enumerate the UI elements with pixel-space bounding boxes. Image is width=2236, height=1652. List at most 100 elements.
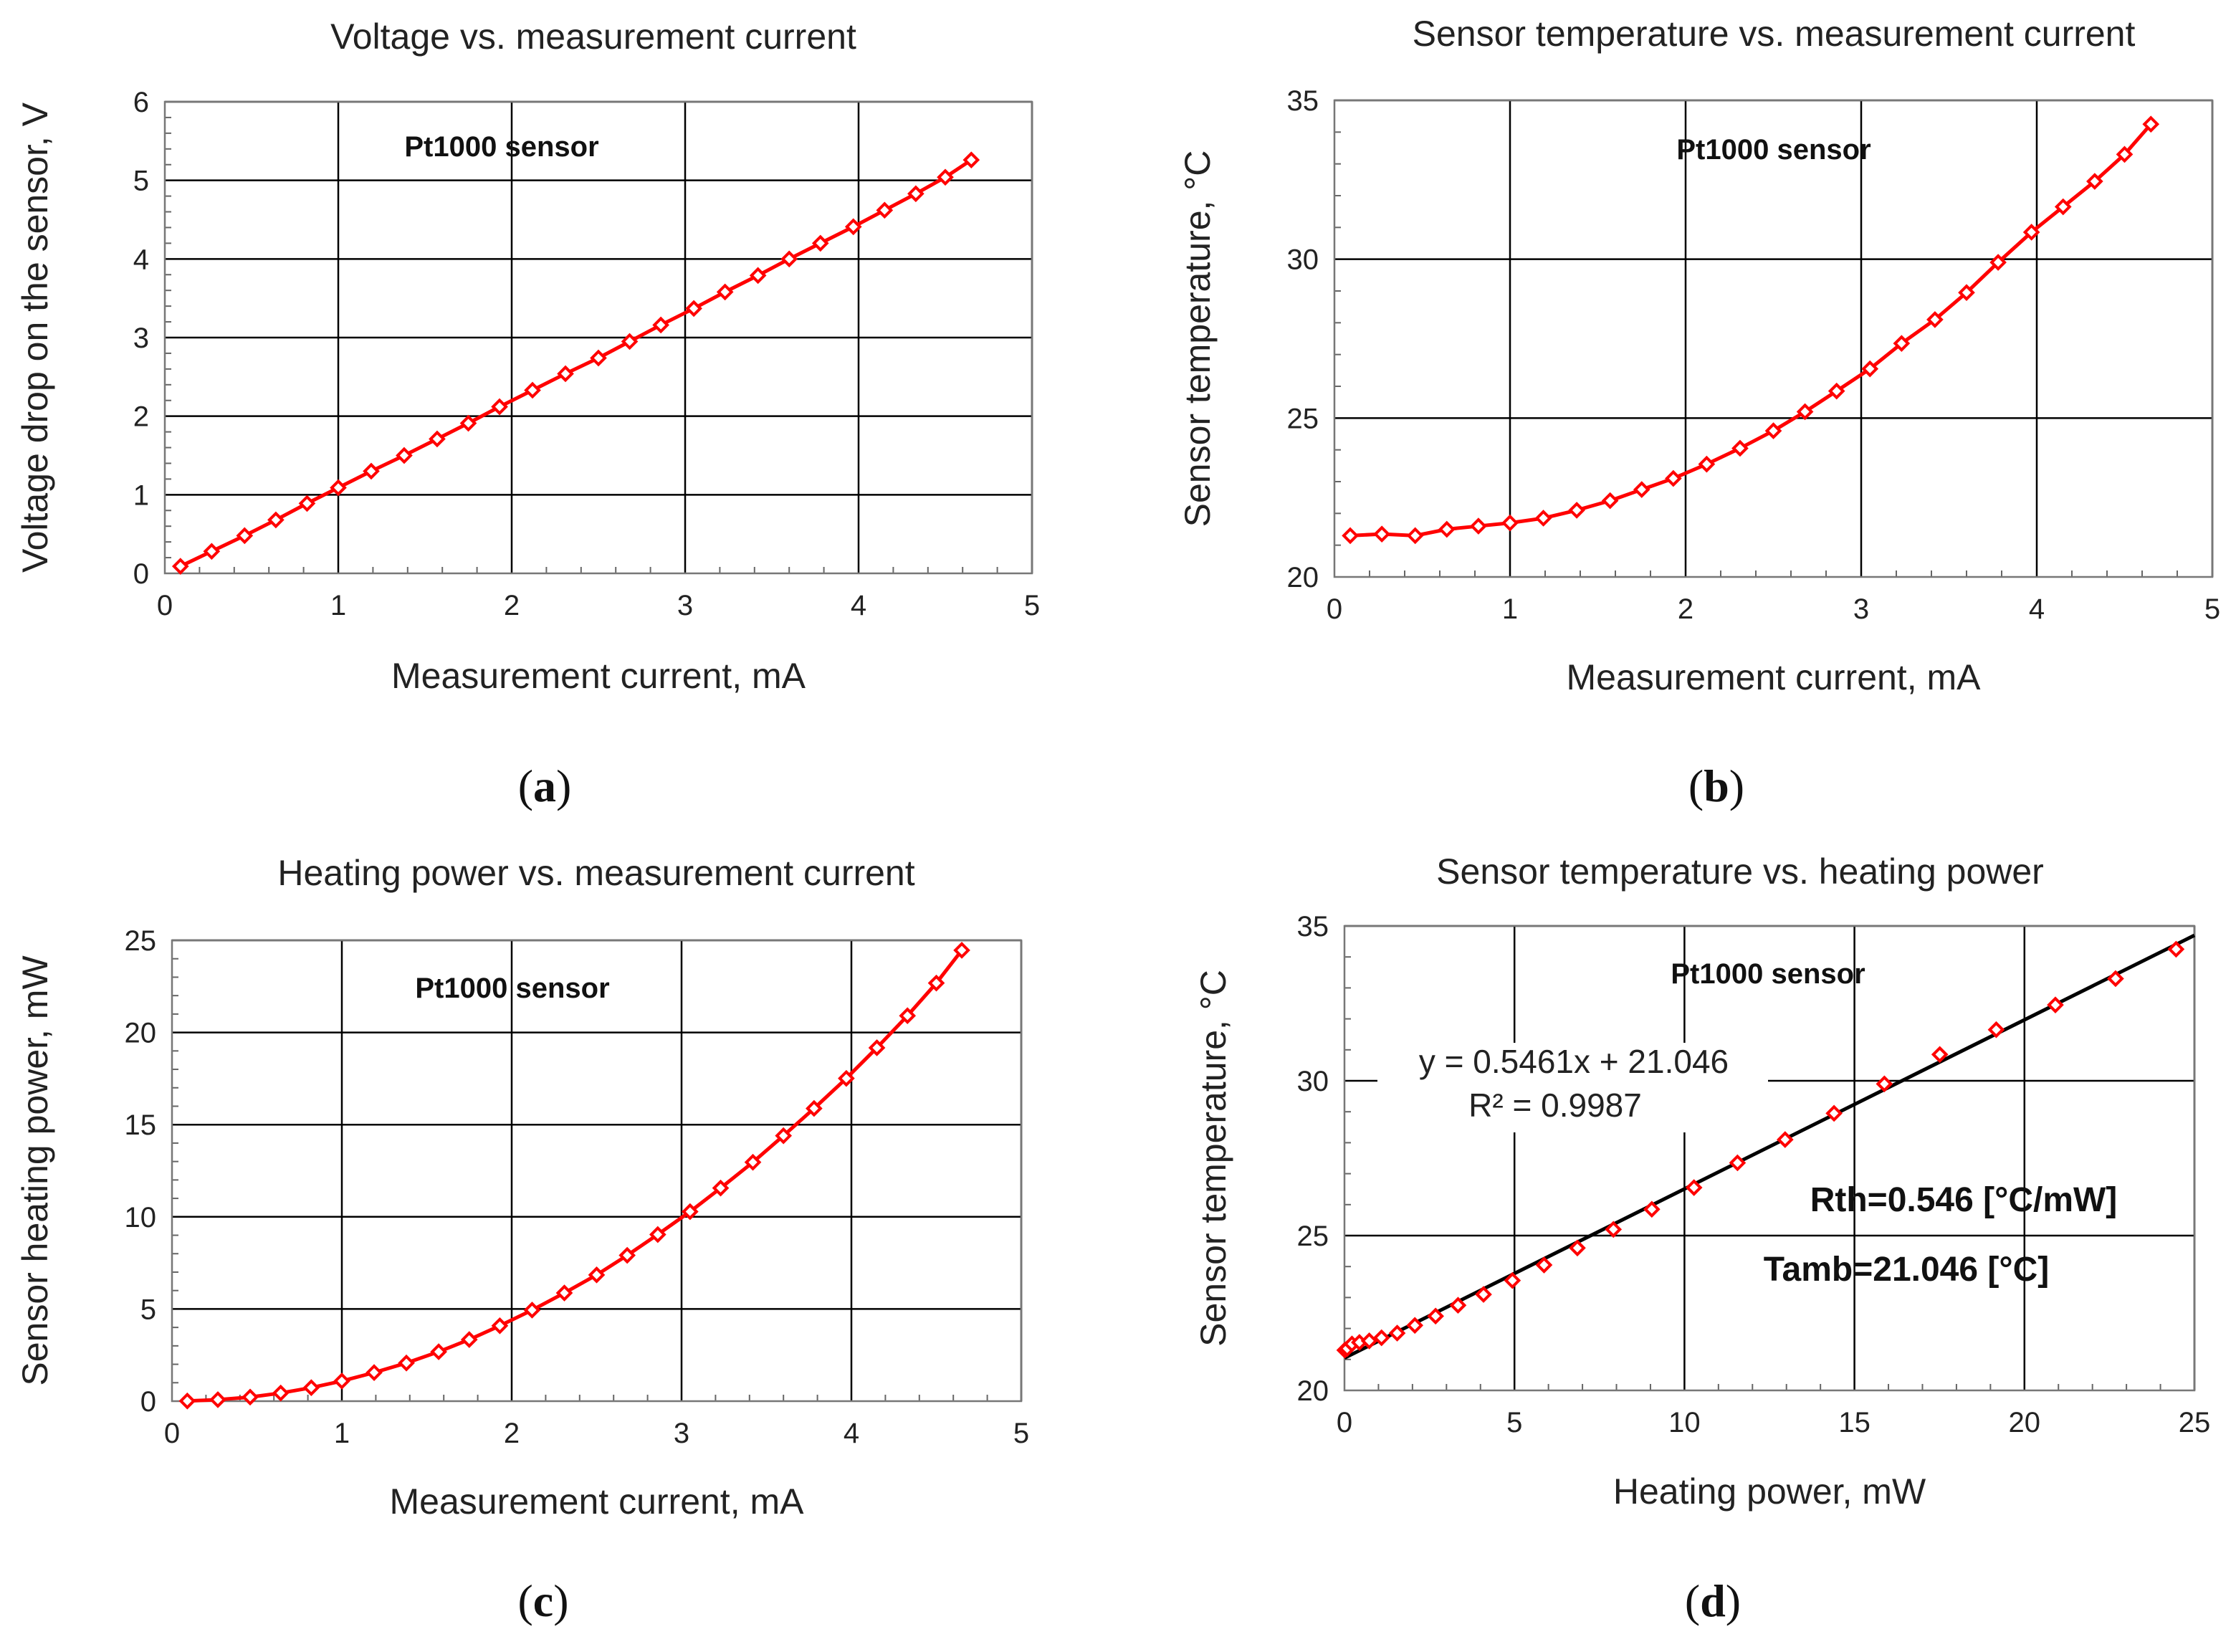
plot-frame (171, 939, 1023, 1403)
data-point (460, 1331, 478, 1348)
caption-d: (d) (1685, 1575, 1741, 1626)
data-point (1342, 527, 1359, 545)
x-tick-label: 2 (1678, 593, 1693, 625)
data-point (363, 462, 380, 480)
chart-title: Heating power vs. measurement current (277, 853, 914, 893)
y-tick-label: 5 (133, 166, 149, 197)
data-point (1828, 382, 1845, 400)
x-tick-label: 3 (674, 1418, 689, 1449)
caption-letter: a (533, 760, 556, 811)
data-point (1569, 1239, 1586, 1257)
data-point (652, 316, 669, 334)
data-point (267, 511, 285, 529)
data-point (907, 185, 924, 203)
data-point (302, 1379, 320, 1397)
y-axis-label: Sensor temperature, °C (1193, 970, 1233, 1347)
y-tick-label: 35 (1297, 911, 1329, 942)
data-point (775, 1127, 793, 1145)
data-point (649, 1226, 666, 1243)
data-point (396, 447, 413, 464)
data-point (1729, 1154, 1747, 1172)
data-point (272, 1384, 290, 1402)
data-point (618, 1246, 636, 1264)
x-tick-label: 2 (504, 1418, 520, 1449)
data-point (2086, 173, 2103, 190)
x-tick-label: 10 (1668, 1407, 1701, 1438)
y-tick-label: 6 (133, 87, 149, 118)
data-point (333, 1372, 350, 1390)
data-point (491, 1317, 509, 1335)
data-point (621, 333, 639, 350)
data-point (459, 414, 477, 432)
data-point (1535, 1256, 1553, 1274)
y-tick-label: 20 (1287, 562, 1319, 593)
x-tick-label: 5 (2204, 593, 2220, 625)
x-tick-label: 5 (1506, 1407, 1522, 1438)
data-point (1504, 1271, 1521, 1289)
data-point (1893, 335, 1911, 352)
data-point (2022, 224, 2040, 241)
data-point (1449, 1297, 1467, 1314)
data-point (1685, 1179, 1703, 1196)
data-point (298, 495, 316, 512)
data-point (557, 365, 574, 383)
data-point (491, 398, 508, 416)
data-point (1427, 1307, 1444, 1325)
data-point (1360, 1332, 1378, 1350)
y-tick-label: 25 (1287, 403, 1319, 434)
data-point (1987, 1021, 2005, 1039)
y-tick-label: 0 (133, 558, 149, 590)
data-point (749, 267, 767, 285)
data-point (1534, 510, 1552, 527)
y-tick-label: 25 (1297, 1221, 1329, 1252)
plot-frame (1333, 99, 2214, 578)
equation-box (1377, 1043, 1768, 1132)
data-point (937, 168, 954, 186)
data-point (953, 942, 970, 959)
y-tick-label: 2 (133, 401, 149, 433)
x-tick-label: 3 (1853, 593, 1869, 625)
x-tick-label: 1 (330, 590, 346, 621)
data-point (590, 349, 607, 367)
data-point (398, 1354, 415, 1372)
x-tick-label: 0 (1337, 1407, 1352, 1438)
data-point (1373, 525, 1390, 543)
r-squared: R² = 0.9987 (1468, 1087, 1642, 1124)
x-axis-label: Heating power, mW (1613, 1471, 1926, 1512)
plot-frame (163, 100, 1033, 575)
chart-a: Voltage vs. measurement current 0 1 2 3 4 5 6 0 1… (15, 16, 1040, 696)
y-tick-label: 25 (125, 925, 157, 957)
y-tick-label: 4 (133, 244, 149, 275)
data-point (2167, 940, 2185, 958)
data-point (712, 1179, 730, 1197)
y-tick-label: 10 (125, 1202, 157, 1233)
chart-b: Sensor temperature vs. measurement curre… (1177, 14, 2220, 697)
x-tick-label: 5 (1024, 590, 1040, 621)
y-tick-label: 1 (133, 479, 149, 511)
x-tick-label: 20 (2009, 1407, 2041, 1438)
x-axis-label: Measurement current, mA (391, 656, 806, 696)
data-point (716, 283, 734, 301)
data-point (2054, 198, 2072, 216)
x-tick-label: 15 (1838, 1407, 1870, 1438)
data-point (429, 430, 446, 448)
data-point (2047, 996, 2064, 1013)
data-point (1605, 1221, 1623, 1238)
data-point (588, 1266, 606, 1284)
data-point (780, 250, 798, 268)
x-axis-label: Measurement current, mA (390, 1481, 805, 1522)
data-point (1665, 469, 1682, 487)
x-tick-label: 0 (1327, 593, 1342, 625)
data-point (876, 201, 894, 219)
data-point (1388, 1324, 1406, 1342)
data-point (1568, 502, 1585, 519)
data-point (366, 1364, 383, 1381)
x-tick-label: 1 (334, 1418, 350, 1449)
rth-label: Rth=0.546 [°C/mW] (1810, 1181, 2118, 1219)
y-axis-label: Sensor temperature, °C (1177, 151, 1218, 527)
fit-equation: y = 0.5461x + 21.046 (1419, 1043, 1729, 1080)
data-point (682, 1203, 699, 1221)
data-point (1601, 492, 1619, 510)
caption-b: (b) (1688, 760, 1744, 811)
data-point (430, 1343, 447, 1360)
